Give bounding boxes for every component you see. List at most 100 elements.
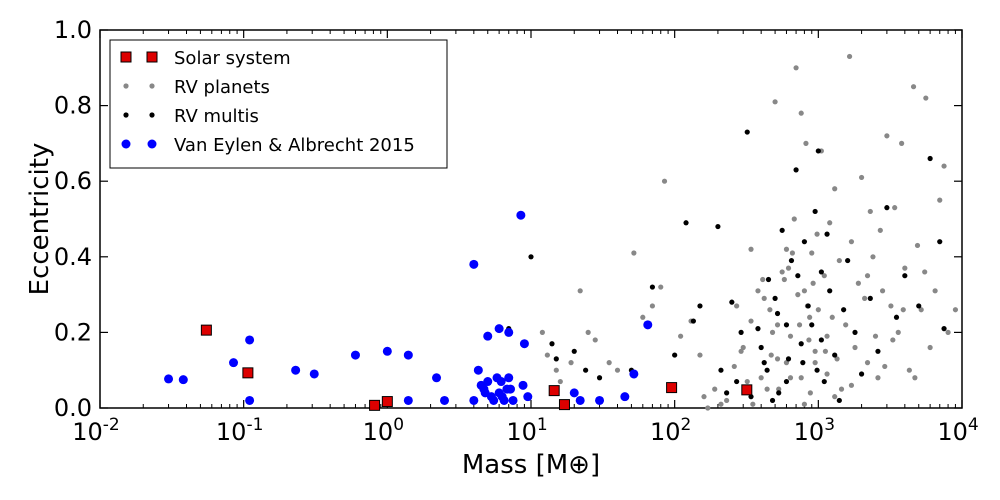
data-point: [846, 53, 853, 60]
data-point: [291, 365, 301, 375]
data-point: [796, 322, 803, 328]
data-point: [877, 227, 883, 233]
y-tick-label: 0.2: [54, 318, 92, 346]
data-point: [875, 348, 881, 354]
data-point: [469, 395, 479, 405]
data-point: [827, 288, 833, 294]
data-point: [824, 333, 830, 339]
data-point: [912, 375, 918, 381]
data-point: [734, 378, 740, 385]
data-point: [932, 288, 938, 294]
data-point: [734, 303, 740, 309]
data-point: [884, 133, 890, 139]
data-point: [229, 358, 239, 368]
data-point: [473, 365, 483, 375]
data-point: [549, 341, 555, 347]
data-point: [795, 292, 801, 298]
data-point: [893, 314, 900, 320]
data-point: [705, 405, 711, 411]
x-tick-label: 101: [506, 415, 547, 446]
data-point: [818, 337, 824, 343]
legend-frame: [109, 39, 448, 169]
data-point: [577, 288, 583, 294]
data-point: [941, 163, 947, 169]
data-point: [783, 322, 790, 328]
data-point: [620, 392, 630, 402]
data-point: [508, 395, 518, 405]
data-point: [518, 380, 528, 390]
data-point: [801, 401, 808, 407]
data-point: [403, 395, 413, 405]
data-point: [245, 395, 255, 405]
data-points: [164, 53, 959, 411]
data-point: [164, 374, 174, 384]
data-point: [848, 239, 855, 245]
data-point: [614, 367, 621, 373]
data-point: [701, 394, 707, 400]
data-point: [539, 329, 545, 335]
data-point: [952, 307, 959, 313]
data-point: [738, 348, 744, 354]
data-point: [516, 210, 526, 220]
data-point: [744, 129, 750, 135]
data-point: [494, 324, 504, 334]
series-van-eylen-albrecht-2015: [164, 210, 653, 405]
data-point: [798, 375, 804, 381]
data-point: [483, 331, 493, 341]
data-point: [791, 216, 797, 222]
legend-label: RV multis: [174, 106, 259, 127]
data-point: [178, 375, 188, 385]
data-point: [927, 344, 933, 351]
data-point: [793, 65, 799, 71]
data-point: [697, 303, 703, 309]
data-point: [798, 110, 804, 116]
data-point: [781, 276, 787, 283]
data-point: [744, 378, 750, 385]
data-point: [483, 377, 493, 387]
y-axis-title: Eccentricity: [25, 143, 55, 296]
data-point: [729, 299, 735, 305]
data-point: [858, 371, 865, 377]
data-point: [764, 367, 770, 373]
data-point: [715, 223, 721, 230]
data-point: [640, 314, 646, 320]
data-point: [553, 367, 559, 373]
x-tick-label: 103: [794, 415, 835, 446]
data-point: [767, 307, 773, 313]
data-point: [800, 360, 806, 366]
data-point: [798, 341, 804, 347]
data-point: [309, 369, 319, 379]
data-point: [801, 239, 808, 245]
data-point: [809, 250, 815, 256]
data-point: [772, 99, 778, 105]
data-point: [774, 322, 781, 328]
data-point: [683, 220, 689, 226]
data-point: [795, 273, 801, 279]
data-point: [843, 322, 849, 328]
data-point: [748, 394, 754, 400]
data-point: [827, 220, 833, 226]
data-point: [548, 385, 560, 397]
y-tick-label: 1.0: [54, 16, 92, 44]
y-tick-label: 0.0: [54, 394, 92, 422]
data-point: [718, 367, 724, 373]
data-point: [803, 140, 809, 146]
data-point: [571, 348, 577, 354]
data-point: [724, 390, 730, 396]
data-point: [779, 269, 785, 275]
data-point: [789, 250, 796, 256]
legend-marker: [147, 139, 157, 149]
data-point: [821, 378, 827, 385]
data-point: [899, 140, 905, 146]
data-point: [884, 205, 890, 211]
data-point: [805, 303, 811, 309]
data-point: [809, 322, 815, 328]
data-point: [870, 254, 876, 260]
data-point: [867, 295, 873, 301]
data-point: [841, 307, 847, 313]
data-point: [832, 186, 838, 192]
data-point: [575, 395, 585, 405]
data-point: [836, 397, 842, 404]
data-point: [528, 254, 534, 260]
data-point: [553, 356, 559, 362]
